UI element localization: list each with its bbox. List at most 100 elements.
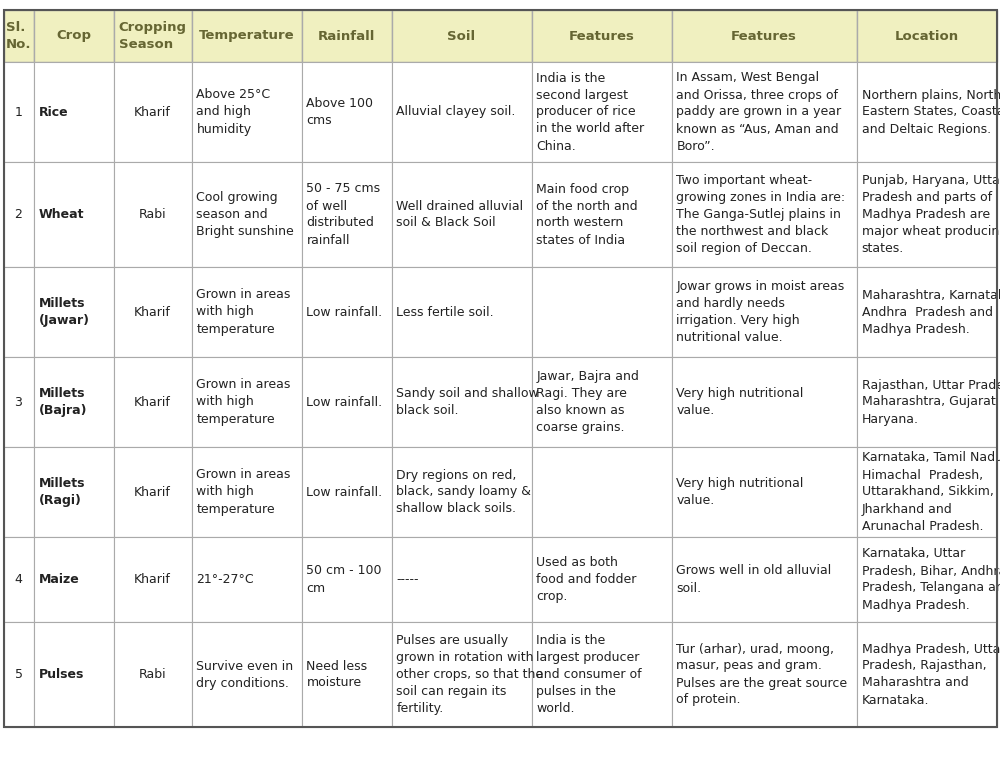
Text: Sandy soil and shallow
black soil.: Sandy soil and shallow black soil.	[396, 387, 539, 417]
Bar	[192, 62, 302, 162]
Text: 21°-27°C: 21°-27°C	[196, 573, 254, 586]
Bar	[302, 162, 392, 267]
Bar	[192, 267, 302, 357]
Bar	[114, 447, 192, 537]
Text: Crop: Crop	[56, 29, 91, 43]
Text: Dry regions on red,
black, sandy loamy &
shallow black soils.: Dry regions on red, black, sandy loamy &…	[396, 468, 532, 515]
Text: Kharif: Kharif	[134, 396, 171, 409]
Text: Kharif: Kharif	[134, 105, 171, 118]
Text: Jowar grows in moist areas
and hardly needs
irrigation. Very high
nutritional va: Jowar grows in moist areas and hardly ne…	[676, 280, 845, 344]
Bar	[302, 62, 392, 162]
Bar	[532, 622, 672, 727]
Bar	[856, 447, 996, 537]
Bar	[392, 622, 532, 727]
Text: 50 cm - 100
cm: 50 cm - 100 cm	[306, 564, 382, 594]
Bar	[34, 537, 114, 622]
Bar	[302, 267, 392, 357]
Text: Kharif: Kharif	[134, 573, 171, 586]
Text: Above 100
cms: Above 100 cms	[306, 97, 374, 127]
Bar	[392, 447, 532, 537]
Bar	[532, 62, 672, 162]
Bar	[856, 537, 996, 622]
Text: Sl.
No.: Sl. No.	[6, 21, 31, 51]
Bar	[4, 622, 34, 727]
Text: 4: 4	[15, 573, 22, 586]
Bar	[856, 357, 996, 447]
Text: India is the
largest producer
and consumer of
pulses in the
world.: India is the largest producer and consum…	[536, 634, 642, 715]
Text: Less fertile soil.: Less fertile soil.	[396, 306, 494, 318]
Text: Very high nutritional
value.: Very high nutritional value.	[676, 387, 804, 417]
Text: Northern plains, North
Eastern States, Coastal
and Deltaic Regions.: Northern plains, North Eastern States, C…	[862, 88, 1000, 135]
Bar	[392, 62, 532, 162]
Text: Two important wheat-
growing zones in India are:
The Ganga-Sutlej plains in
the : Two important wheat- growing zones in In…	[676, 174, 846, 255]
Text: Maize: Maize	[38, 573, 79, 586]
Text: Soil: Soil	[447, 29, 476, 43]
Text: Rice: Rice	[38, 105, 68, 118]
Text: -----: -----	[396, 573, 419, 586]
Bar	[532, 447, 672, 537]
Text: In Assam, West Bengal
and Orissa, three crops of
paddy are grown in a year
known: In Assam, West Bengal and Orissa, three …	[676, 71, 842, 152]
Bar	[672, 537, 856, 622]
Text: Kharif: Kharif	[134, 306, 171, 318]
Bar	[532, 10, 672, 62]
Text: Millets
(Jawar): Millets (Jawar)	[38, 297, 90, 327]
Bar	[114, 162, 192, 267]
Text: Karnataka, Tamil Nadu,
Himachal  Pradesh,
Uttarakhand, Sikkim,
Jharkhand and
Aru: Karnataka, Tamil Nadu, Himachal Pradesh,…	[862, 451, 1000, 533]
Bar	[672, 447, 856, 537]
Bar	[192, 162, 302, 267]
Bar	[114, 10, 192, 62]
Bar	[192, 447, 302, 537]
Bar	[4, 357, 34, 447]
Bar	[302, 447, 392, 537]
Text: Features: Features	[731, 29, 797, 43]
Text: 5: 5	[14, 668, 22, 681]
Bar	[392, 10, 532, 62]
Text: Very high nutritional
value.: Very high nutritional value.	[676, 477, 804, 507]
Bar	[532, 267, 672, 357]
Bar	[672, 622, 856, 727]
Bar	[34, 10, 114, 62]
Text: 1: 1	[15, 105, 22, 118]
Bar	[4, 162, 34, 267]
Bar	[114, 357, 192, 447]
Bar	[114, 537, 192, 622]
Bar	[856, 267, 996, 357]
Text: Rabi: Rabi	[139, 208, 166, 221]
Bar	[114, 622, 192, 727]
Text: Need less
moisture: Need less moisture	[306, 659, 368, 690]
Text: Jawar, Bajra and
Ragi. They are
also known as
coarse grains.: Jawar, Bajra and Ragi. They are also kno…	[536, 370, 639, 434]
Bar	[392, 537, 532, 622]
Bar	[302, 10, 392, 62]
Text: Pulses are usually
grown in rotation with
other crops, so that the
soil can rega: Pulses are usually grown in rotation wit…	[396, 634, 544, 715]
Bar	[4, 267, 34, 357]
Bar	[392, 162, 532, 267]
Bar	[672, 357, 856, 447]
Text: Millets
(Bajra): Millets (Bajra)	[38, 387, 87, 417]
Bar	[302, 537, 392, 622]
Text: India is the
second largest
producer of rice
in the world after
China.: India is the second largest producer of …	[536, 71, 645, 152]
Text: Well drained alluvial
soil & Black Soil: Well drained alluvial soil & Black Soil	[396, 200, 524, 230]
Text: Madhya Pradesh, Uttar
Pradesh, Rajasthan,
Maharashtra and
Karnataka.: Madhya Pradesh, Uttar Pradesh, Rajasthan…	[862, 642, 1000, 707]
Bar	[34, 162, 114, 267]
Bar	[856, 162, 996, 267]
Bar	[114, 267, 192, 357]
Bar	[192, 357, 302, 447]
Bar	[392, 357, 532, 447]
Text: Alluvial clayey soil.: Alluvial clayey soil.	[396, 105, 516, 118]
Bar	[4, 62, 34, 162]
Bar	[856, 62, 996, 162]
Text: Tur (arhar), urad, moong,
masur, peas and gram.
Pulses are the great source
of p: Tur (arhar), urad, moong, masur, peas an…	[676, 642, 848, 707]
Text: Used as both
food and fodder
crop.: Used as both food and fodder crop.	[536, 556, 637, 603]
Text: Grows well in old alluvial
soil.: Grows well in old alluvial soil.	[676, 564, 832, 594]
Text: Pulses: Pulses	[38, 668, 84, 681]
Text: Karnataka, Uttar
Pradesh, Bihar, Andhra
Pradesh, Telangana and
Madhya Pradesh.: Karnataka, Uttar Pradesh, Bihar, Andhra …	[862, 547, 1000, 611]
Text: Temperature: Temperature	[199, 29, 294, 43]
Bar	[672, 162, 856, 267]
Bar	[672, 267, 856, 357]
Bar	[34, 357, 114, 447]
Bar	[856, 622, 996, 727]
Text: Low rainfall.: Low rainfall.	[306, 485, 383, 498]
Bar	[856, 10, 996, 62]
Text: Low rainfall.: Low rainfall.	[306, 306, 383, 318]
Bar	[192, 622, 302, 727]
